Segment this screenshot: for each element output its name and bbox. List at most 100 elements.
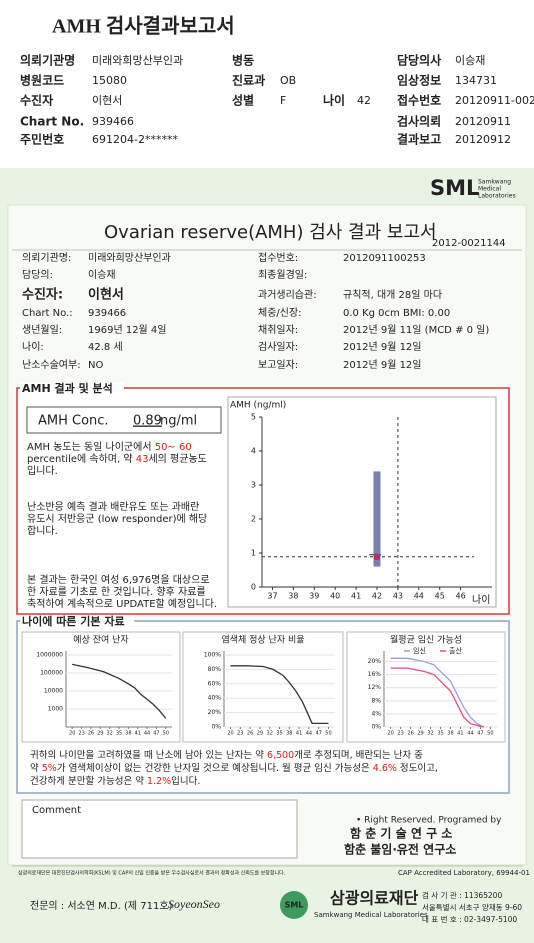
text-segment: 약 <box>30 762 42 774</box>
x-tick-label: 44 <box>144 731 150 737</box>
chart-frame <box>227 396 497 608</box>
y-tick-label: 1000 <box>48 706 63 713</box>
x-tick-label: 35 <box>276 731 282 737</box>
field-label: 의뢰기관명 <box>20 53 75 68</box>
y-tick-label: 1000000 <box>36 652 63 659</box>
x-tick-label: 20 <box>227 731 233 737</box>
x-tick-label: 41 <box>351 592 361 601</box>
info-label: Chart No.: <box>22 308 73 319</box>
info-label: 수진자: <box>22 287 63 303</box>
section-title-bg <box>20 382 124 395</box>
field-label: Chart No. <box>20 115 84 129</box>
info-value: 2012년 9월 11일 (MCD # 0 일) <box>343 324 489 336</box>
logo-subtitle: Laboratories <box>478 193 516 200</box>
range-bar <box>373 471 381 567</box>
org-logo <box>280 891 308 919</box>
info-label: 나이: <box>22 341 44 353</box>
accreditation: 삼광의료재단은 대한진단검사의학회(KSLM) 및 CAP의 신임 인증을 받은… <box>18 870 286 877</box>
x-tick-label: 26 <box>407 731 413 737</box>
summary-line: 건강하게 분만할 가능성은 약 1.2%입니다. <box>30 775 200 787</box>
x-tick-label: 40 <box>330 592 340 601</box>
x-tick-label: 32 <box>106 731 112 737</box>
y-tick-label: 3 <box>251 481 256 490</box>
x-tick-label: 44 <box>467 731 473 737</box>
field-label: 담당의사 <box>397 53 441 68</box>
mini-chart-title: 예상 잔여 난자 <box>73 634 129 646</box>
text-segment: 50~ 60 <box>155 442 192 453</box>
text-segment: 건강하게 분만할 가능성은 약 <box>30 775 147 787</box>
field-value: 691204-2****** <box>92 133 178 146</box>
field-value: OB <box>280 74 296 87</box>
info-label: 체중/신장: <box>258 307 302 319</box>
text-segment: 6,500 <box>267 750 294 761</box>
text-segment: 4.6% <box>373 763 397 774</box>
axis-label: 나이 <box>472 594 490 606</box>
org-name-en: Samkwang Medical Laboratories <box>314 911 428 919</box>
mini-chart-title: 염색체 정상 난자 비율 <box>221 635 304 646</box>
x-tick-label: 41 <box>457 731 463 737</box>
x-tick-label: 38 <box>447 731 453 737</box>
x-tick-label: 41 <box>135 731 141 737</box>
y-tick-label: 12% <box>368 684 382 691</box>
x-tick-label: 23 <box>78 731 84 737</box>
credit: • Right Reserved. Programed by <box>356 816 502 826</box>
org-name: 삼광의료재단 <box>330 889 419 908</box>
y-tick-label: 1 <box>251 549 256 558</box>
info-label: 의뢰기관명: <box>22 252 71 264</box>
field-label: 검사의뢰 <box>397 114 441 129</box>
info-label: 생년월일: <box>22 324 62 336</box>
text-segment: 축적하여 계속적으로 UPDATE할 예정입니다. <box>27 597 217 610</box>
text-segment: 세의 평균농도 <box>148 453 206 465</box>
x-tick-label: 29 <box>97 731 103 737</box>
x-tick-label: 29 <box>417 731 423 737</box>
section-title: 나이에 따른 기본 자료 <box>22 614 125 628</box>
curve <box>390 667 484 728</box>
info-label: 난소수술여부: <box>22 359 81 371</box>
contact: 대 표 번 호 : 02-3497-5100 <box>422 915 517 924</box>
conc-unit: ng/ml <box>160 414 197 429</box>
info-label: 검사일자: <box>258 341 298 353</box>
curve <box>390 657 484 728</box>
x-tick-label: 37 <box>267 592 277 601</box>
x-tick-label: 50 <box>163 731 169 737</box>
text-segment: 5% <box>42 763 57 774</box>
field-value: 20120912 <box>455 133 511 146</box>
response-line: 유도시 저반응군 (low responder)에 해당 <box>27 512 207 525</box>
text-segment: 1.2% <box>147 776 171 787</box>
info-value: 규칙적, 대개 28일 마다 <box>343 289 442 301</box>
info-value: 2012091100253 <box>343 253 426 264</box>
field-value: 20120911-00253 <box>455 94 534 107</box>
x-tick-label: 44 <box>306 731 312 737</box>
field-value: 이승재 <box>455 54 485 67</box>
legend-label: 출산 <box>449 646 462 655</box>
info-label: 접수번호: <box>258 252 298 264</box>
credit: 함춘 불임·유전 연구소 <box>344 842 456 857</box>
info-label: 최종월경일: <box>258 268 307 281</box>
summary-line: 귀하의 나이만을 고려하였을 때 난소에 남아 있는 난자는 약 6,500개로… <box>30 749 423 761</box>
text-segment: 난소반응 예측 결과 배란유도 또는 과배란 <box>27 501 199 513</box>
y-tick-label: 4% <box>371 710 381 717</box>
x-tick-label: 23 <box>397 731 403 737</box>
legend-label: 임신 <box>413 646 426 655</box>
mini-chart-frame <box>21 631 181 743</box>
info-value: 42.8 세 <box>88 341 123 353</box>
field-label: 성별 <box>232 93 254 108</box>
x-tick-label: 47 <box>153 731 159 737</box>
section-title-bg <box>20 615 134 628</box>
y-tick-label: 0% <box>211 724 221 731</box>
text-segment: 입니다. <box>171 775 200 787</box>
y-tick-label: 8% <box>371 697 381 704</box>
summary-line: 약 5%가 염색체이상이 없는 건강한 난자일 것으로 예상됩니다. 월 평균 … <box>30 762 438 774</box>
org-logo-text: SML <box>285 901 304 910</box>
x-tick-label: 26 <box>88 731 94 737</box>
info-value: NO <box>88 360 103 371</box>
note-line: 본 결과는 한국인 여성 6,976명을 대상으로 <box>27 574 210 586</box>
text-segment: percentile에 속하며, 약 <box>27 452 136 465</box>
x-tick-label: 42 <box>372 592 382 601</box>
info-label: 채취일자: <box>258 324 298 336</box>
info-value: 0.0 Kg 0cm BMI: 0.00 <box>343 308 450 319</box>
field-label: 병동 <box>232 53 254 68</box>
logo-subtitle: Medical <box>478 186 501 193</box>
section-title: AMH 결과 및 분석 <box>22 381 113 395</box>
